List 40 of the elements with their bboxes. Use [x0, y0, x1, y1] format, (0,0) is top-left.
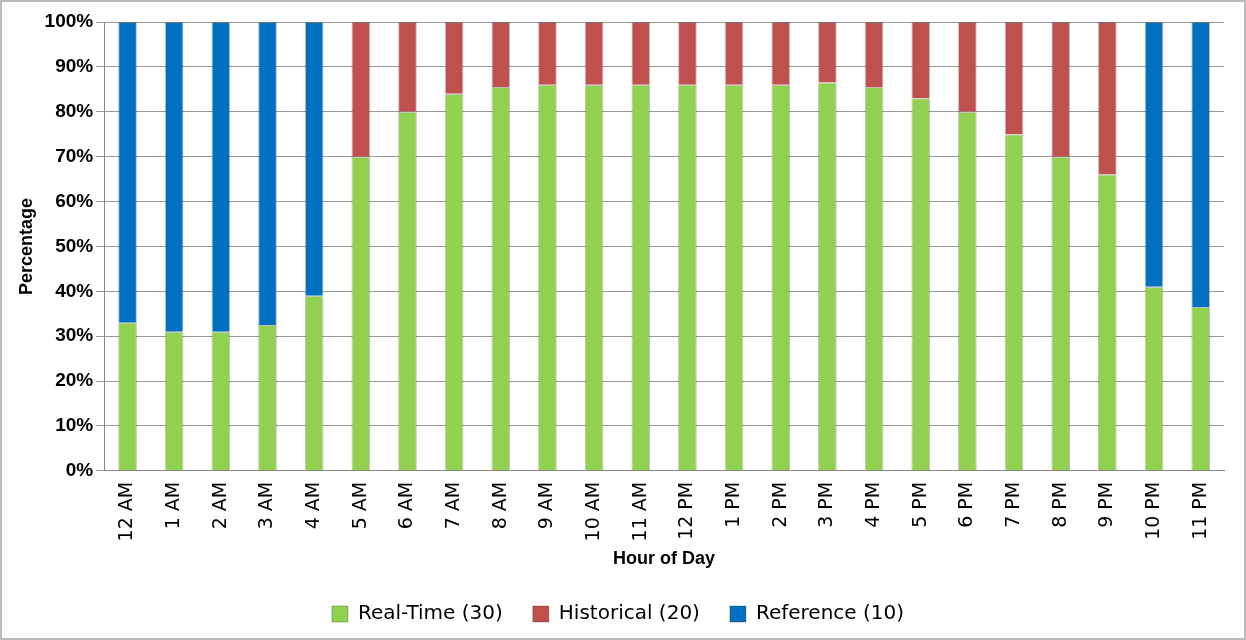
- x-tick-label: 12 AM: [114, 481, 137, 542]
- x-tick-label: 6 AM: [394, 481, 417, 530]
- x-axis-title: Hour of Day: [613, 548, 716, 569]
- y-tick-label: 60%: [55, 189, 94, 211]
- x-tick-label: 1 PM: [721, 481, 744, 528]
- x-tick-label: 3 PM: [814, 481, 837, 528]
- x-tick-label: 2 AM: [207, 481, 230, 530]
- x-tick-label: 10 PM: [1140, 481, 1163, 540]
- x-tick-label: 6 PM: [954, 481, 977, 528]
- y-tick-label: 30%: [55, 324, 94, 346]
- y-tick-label: 20%: [55, 369, 94, 391]
- x-tick-label: 10 AM: [581, 481, 604, 542]
- x-tick-label: 1 AM: [161, 481, 184, 530]
- x-tick-label: 4 AM: [301, 481, 324, 530]
- y-tick-label: 10%: [55, 414, 94, 436]
- x-tick-label: 2 PM: [767, 481, 790, 528]
- legend-label: Reference (10): [755, 600, 905, 625]
- y-tick-label: 90%: [55, 55, 94, 77]
- y-tick-label: 0%: [65, 459, 94, 481]
- x-tick-label: 4 PM: [861, 481, 883, 528]
- x-tick-label: 3 AM: [254, 481, 277, 530]
- x-tick-label: 11 AM: [627, 481, 650, 542]
- x-tick-label: 7 AM: [441, 481, 464, 530]
- x-tick-label: 12 PM: [674, 481, 697, 540]
- x-tick-label: 9 AM: [534, 481, 557, 530]
- x-tick-label: 5 PM: [907, 481, 930, 528]
- y-axis-title: Percentage: [15, 197, 36, 295]
- x-tick-label: 8 AM: [487, 481, 510, 530]
- x-tick-label: 5 AM: [347, 481, 370, 530]
- y-tick-label: 100%: [44, 10, 94, 32]
- legend-label: Historical (20): [558, 600, 700, 625]
- legend-label: Real-Time (30): [357, 600, 503, 625]
- y-tick-label: 50%: [55, 234, 94, 256]
- x-tick-label: 11 PM: [1187, 481, 1210, 540]
- y-tick-label: 70%: [55, 144, 94, 166]
- x-tick-label: 7 PM: [1000, 481, 1023, 528]
- y-tick-label: 80%: [55, 99, 94, 121]
- x-tick-label: 9 PM: [1094, 481, 1117, 528]
- y-tick-label: 40%: [55, 279, 94, 301]
- x-tick-label: 8 PM: [1047, 481, 1070, 528]
